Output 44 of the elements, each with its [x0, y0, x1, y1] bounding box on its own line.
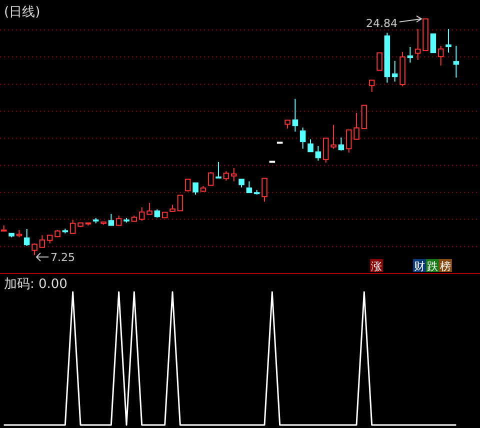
annotation: 7.25 — [50, 251, 75, 264]
candlestick — [322, 138, 329, 164]
candlestick — [116, 215, 122, 226]
candlestick — [230, 168, 237, 182]
candlestick — [414, 28, 421, 60]
text: 榜 — [440, 260, 451, 273]
candlestick — [246, 180, 252, 194]
candlestick — [376, 52, 382, 71]
candlestick — [315, 146, 322, 162]
candlestick — [354, 112, 360, 140]
candlestick — [392, 60, 398, 82]
candlestick — [438, 45, 444, 66]
candlestick — [308, 138, 314, 152]
text: 财 — [414, 260, 425, 273]
candlestick — [446, 28, 452, 54]
candlestick — [146, 202, 152, 215]
candlestick — [177, 194, 184, 212]
candlestick — [338, 137, 344, 152]
text: 跌 — [427, 260, 438, 273]
candlestick — [138, 206, 145, 222]
annotation: 24.84 — [366, 16, 398, 30]
candlestick — [330, 124, 336, 150]
candlestick — [361, 104, 368, 130]
candlestick — [300, 127, 306, 150]
candlestick — [39, 234, 46, 248]
candlestick — [453, 45, 460, 78]
chart-title: (日线) — [4, 5, 40, 20]
candlestick — [407, 46, 414, 64]
chart-title: 加码: 0.00 — [4, 277, 68, 292]
candlestick — [346, 129, 352, 154]
candlestick — [70, 219, 76, 234]
text: 涨 — [371, 260, 382, 273]
candlestick — [108, 213, 114, 226]
candlestick — [32, 242, 38, 256]
candlestick — [184, 178, 191, 192]
candlestick — [216, 161, 222, 179]
candlestick — [24, 228, 30, 247]
candlestick — [430, 33, 436, 54]
candlestick — [368, 80, 375, 92]
candlestick — [192, 182, 198, 196]
candlestick — [223, 170, 230, 182]
candlestick — [292, 98, 298, 132]
candlestick — [262, 178, 268, 202]
candlestick — [208, 171, 214, 186]
